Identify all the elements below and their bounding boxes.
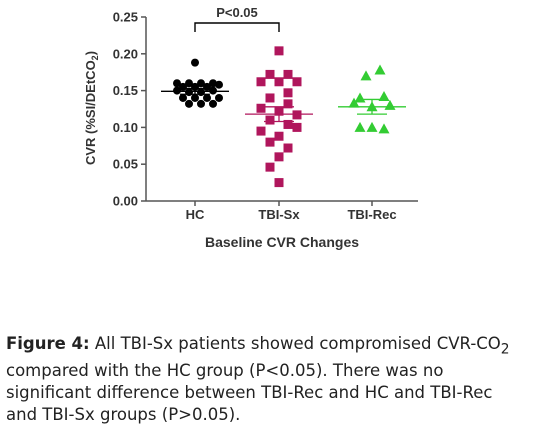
data-point: [256, 126, 266, 136]
x-tick-label: HC: [186, 207, 205, 222]
x-ticks: HC TBI-Sx TBI-Rec: [186, 201, 397, 222]
data-point: [179, 93, 187, 102]
caption-subscript: 2: [500, 341, 510, 358]
data-point: [354, 121, 366, 132]
data-point: [283, 69, 293, 79]
caption-line2: compared with the HC group (P<0.05). The…: [6, 361, 444, 381]
y-ticks: 0.00 0.05 0.10 0.15 0.20 0.25: [113, 10, 146, 209]
significance-label: P<0.05: [216, 5, 258, 20]
data-point: [203, 93, 211, 102]
y-axis-label: CVR (%SI/DEtCO2): [83, 51, 100, 165]
data-point: [265, 162, 275, 172]
data-point: [283, 119, 293, 129]
data-point: [209, 99, 217, 108]
y-tick-label: 0.15: [113, 83, 138, 98]
data-point: [209, 86, 217, 95]
data-point: [360, 70, 372, 81]
y-tick-label: 0.10: [113, 120, 138, 135]
data-point: [197, 99, 205, 108]
data-point: [191, 93, 199, 102]
data-point: [348, 97, 360, 108]
caption-line4: and TBI-Sx groups (P>0.05).: [6, 405, 241, 425]
data-point: [354, 92, 366, 103]
y-tick-label: 0.05: [113, 157, 138, 172]
data-point: [215, 93, 223, 102]
data-point: [265, 137, 275, 147]
caption-figure-label: Figure 4:: [6, 334, 90, 353]
data-point: [173, 79, 181, 88]
bracket-line: [194, 22, 280, 32]
data-point: [384, 99, 396, 110]
data-point: [185, 99, 193, 108]
data-point: [378, 123, 390, 134]
data-point: [378, 90, 390, 101]
data-point: [274, 77, 284, 87]
data-point: [215, 80, 223, 89]
data-marks: [161, 46, 406, 188]
data-point: [256, 77, 266, 87]
data-point: [274, 178, 284, 188]
data-point: [283, 143, 293, 153]
series-hc: [161, 58, 229, 108]
figure-caption: Figure 4: All TBI-Sx patients showed com…: [6, 333, 531, 426]
data-point: [283, 88, 293, 98]
x-axis-label: Baseline CVR Changes: [205, 234, 359, 250]
y-tick-label: 0.20: [113, 46, 138, 61]
data-point: [292, 110, 302, 120]
y-tick-label: 0.00: [113, 194, 138, 209]
data-point: [292, 122, 302, 132]
data-point: [274, 131, 284, 141]
series-tbi-rec: [338, 64, 406, 134]
x-tick-label: TBI-Sx: [258, 207, 300, 222]
data-point: [274, 46, 284, 56]
data-point: [185, 79, 193, 88]
data-point: [191, 58, 199, 67]
data-point: [256, 103, 266, 113]
data-point: [366, 121, 378, 132]
data-point: [274, 152, 284, 162]
x-tick-label: TBI-Rec: [347, 207, 396, 222]
data-point: [265, 93, 275, 103]
data-point: [374, 64, 386, 75]
caption-line1: All TBI-Sx patients showed compromised C…: [89, 334, 501, 353]
significance-bracket: P<0.05: [194, 5, 280, 32]
scatter-plot: 0.00 0.05 0.10 0.15 0.20 0.25 HC TBI-Sx TBI-Rec…: [83, 5, 418, 250]
data-point: [292, 77, 302, 87]
data-point: [265, 69, 275, 79]
y-tick-label: 0.25: [113, 10, 138, 25]
data-point: [173, 86, 181, 95]
data-point: [265, 115, 275, 125]
data-point: [209, 79, 217, 88]
data-point: [197, 79, 205, 88]
caption-line3: significant difference between TBI-Rec a…: [6, 383, 493, 403]
data-point: [283, 99, 293, 109]
series-tbi-sx: [245, 46, 313, 188]
